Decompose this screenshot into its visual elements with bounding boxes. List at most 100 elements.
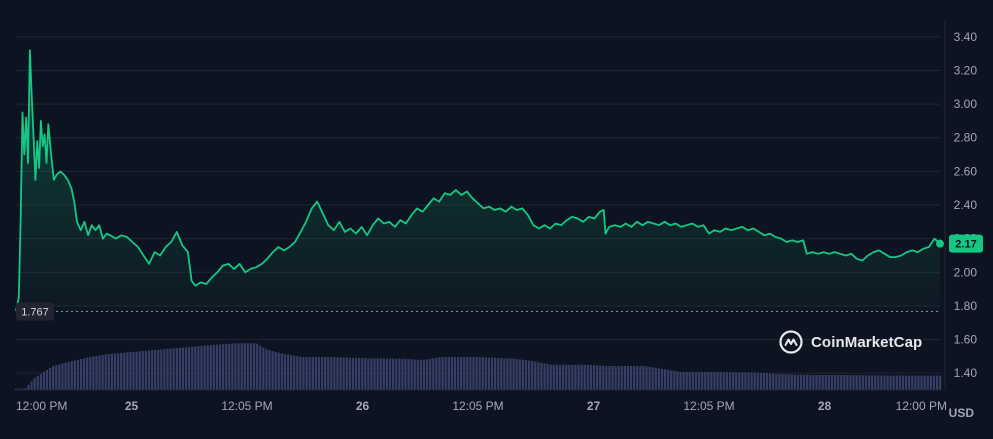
volume-bar	[166, 348, 169, 390]
volume-bar	[543, 363, 546, 390]
volume-bar	[753, 372, 756, 390]
volume-bar	[55, 365, 58, 390]
volume-bar	[697, 372, 701, 390]
volume-bar	[877, 375, 880, 390]
volume-bar	[524, 360, 528, 390]
volume-bar	[651, 367, 654, 390]
volume-bar	[469, 357, 472, 390]
volume-bar	[799, 374, 803, 390]
volume-bar	[765, 373, 769, 390]
volume-bar	[243, 343, 246, 390]
volume-bar	[595, 365, 599, 390]
volume-bar	[867, 375, 871, 390]
volume-bar	[18, 388, 21, 390]
volume-bar	[716, 372, 719, 390]
volume-bar	[840, 375, 843, 390]
volume-bar	[188, 347, 191, 390]
volume-bar	[52, 365, 55, 390]
volume-bar	[892, 375, 895, 390]
volume-bar	[565, 364, 568, 390]
volume-bar	[682, 372, 685, 390]
last-price-label: 2.17	[955, 239, 976, 251]
volume-bar	[160, 349, 163, 390]
volume-bar	[76, 359, 80, 390]
y-tick-label: 1.40	[954, 366, 978, 380]
volume-bar	[86, 357, 89, 390]
volume-bar	[710, 372, 713, 390]
volume-bar	[252, 343, 256, 390]
volume-bar	[444, 357, 447, 390]
volume-bar	[104, 354, 107, 390]
volume-bar	[333, 357, 336, 390]
volume-bar	[382, 358, 385, 390]
volume-bar	[614, 366, 617, 390]
volume-bar	[435, 357, 438, 390]
volume-bar	[432, 358, 435, 390]
y-tick-label: 2.00	[954, 265, 978, 279]
volume-bar	[265, 349, 268, 390]
volume-bar	[290, 355, 293, 390]
volume-bar	[784, 374, 787, 390]
y-tick-label: 2.40	[954, 198, 978, 212]
watermark-text: CoinMarketCap	[811, 333, 923, 351]
volume-bar	[113, 353, 117, 390]
volume-bar	[42, 371, 46, 390]
volume-bar	[608, 366, 611, 390]
volume-bar	[691, 372, 694, 390]
volume-bar	[824, 375, 827, 390]
volume-bar	[642, 366, 645, 390]
volume-bar	[101, 354, 104, 390]
volume-bar	[222, 344, 225, 390]
volume-bar	[58, 364, 61, 390]
volume-bar	[286, 354, 290, 390]
volume-bar	[237, 343, 240, 390]
volume-bar	[163, 349, 166, 390]
volume-bar	[898, 375, 902, 390]
y-tick-label: 2.80	[954, 131, 978, 145]
volume-bar	[82, 358, 86, 390]
volume-bar	[923, 375, 926, 390]
volume-bar	[330, 357, 333, 390]
x-tick-label: 26	[356, 399, 370, 413]
volume-bar	[787, 374, 790, 390]
volume-bar	[660, 368, 664, 390]
volume-bar	[169, 348, 172, 390]
volume-bar	[376, 358, 379, 390]
volume-bar	[129, 352, 132, 390]
volume-bar	[874, 375, 877, 390]
volume-bar	[30, 381, 33, 390]
volume-bar	[197, 346, 200, 390]
volume-bar	[830, 375, 834, 390]
volume-bar	[803, 374, 806, 390]
volume-bar	[280, 353, 283, 390]
volume-bar	[271, 351, 274, 390]
volume-bar	[212, 344, 215, 390]
volume-bar	[181, 347, 185, 390]
volume-bar	[234, 343, 237, 390]
value-badges: 1.767 2.17	[16, 234, 983, 321]
volume-bar	[667, 369, 670, 390]
volume-bar	[707, 372, 710, 390]
y-tick-label: 3.40	[954, 30, 978, 44]
volume-bar	[15, 388, 18, 390]
volume-bar	[531, 361, 534, 390]
volume-bar	[351, 357, 355, 390]
volume-bar	[487, 357, 491, 390]
volume-bar	[150, 350, 154, 390]
volume-bar	[858, 375, 861, 390]
volume-bar	[901, 375, 905, 390]
volume-bar	[762, 373, 766, 390]
volume-bar	[605, 365, 608, 390]
volume-bar	[503, 358, 506, 390]
volume-bar	[98, 355, 101, 390]
x-tick-label: 12:05 PM	[221, 399, 272, 413]
volume-bar	[317, 357, 321, 390]
volume-bar	[568, 364, 571, 390]
volume-bar	[215, 344, 219, 390]
volume-bar	[296, 356, 299, 390]
volume-bar	[24, 388, 27, 390]
volume-bar	[561, 364, 565, 390]
volume-bar	[518, 359, 521, 390]
volume-bar	[367, 358, 370, 390]
